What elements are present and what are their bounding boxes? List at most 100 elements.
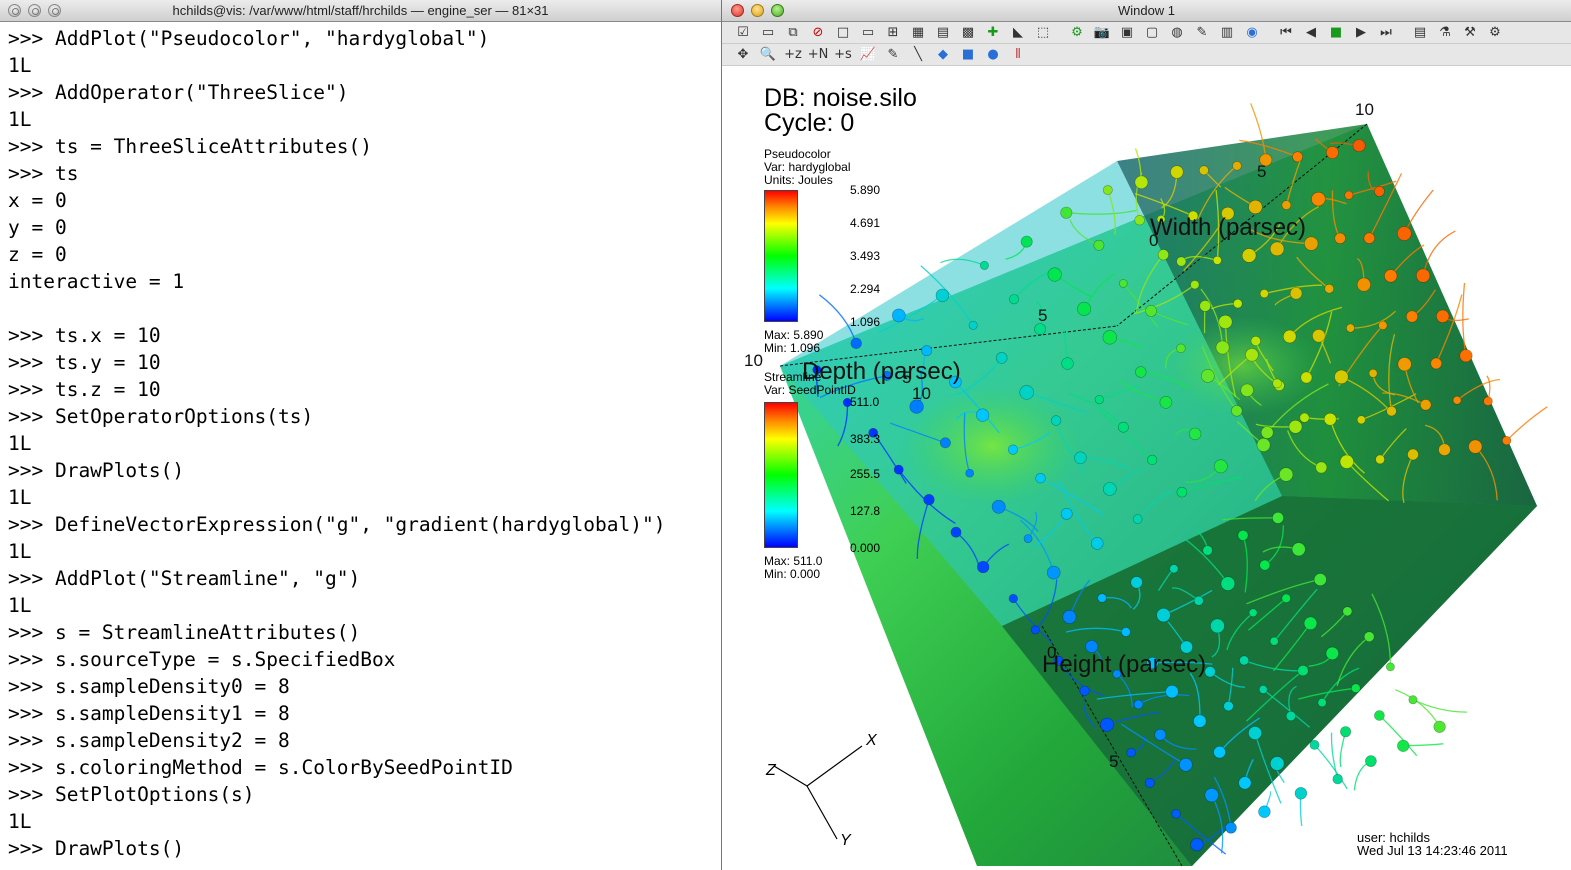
seed-point	[1094, 395, 1104, 405]
terminal-line: >>> ts	[8, 162, 79, 185]
zoom-icon[interactable]	[771, 4, 784, 17]
visualization-viewport[interactable]: DB: noise.silo Cycle: 0 Pseudocolor Var:…	[722, 66, 1571, 870]
streamline	[872, 432, 907, 484]
seed-point	[995, 352, 1008, 364]
active-window-icon[interactable]: ☑	[737, 25, 749, 40]
minimize-icon[interactable]	[28, 4, 41, 17]
plane-tool-icon[interactable]: ◆	[938, 47, 948, 62]
seed-point	[1363, 232, 1375, 244]
stop-icon[interactable]: ■	[1329, 25, 1343, 40]
print-icon[interactable]: ▢	[1145, 25, 1159, 40]
streamline	[1506, 406, 1548, 442]
streamline	[1329, 419, 1365, 474]
reverse-icon[interactable]: ◀	[1306, 25, 1316, 40]
line-tool-icon[interactable]: ╲	[914, 47, 922, 62]
triad-x-label: X	[866, 732, 877, 749]
axis-tick-label: 5	[1038, 306, 1048, 325]
streamline	[1069, 393, 1124, 428]
seed-point	[1468, 439, 1483, 454]
save-image-icon[interactable]: ▣	[1120, 25, 1134, 40]
options-icon[interactable]: ⚙	[1489, 25, 1501, 40]
close-icon[interactable]	[731, 4, 744, 17]
streamline	[1239, 139, 1298, 158]
seed-point	[1193, 714, 1207, 728]
seed-point	[1405, 310, 1418, 323]
axis-triad	[773, 745, 863, 840]
delete-window-icon[interactable]: ⊘	[812, 25, 824, 40]
curve-pick-icon[interactable]: 📈	[859, 47, 877, 62]
zone-pick-icon[interactable]: +z	[784, 47, 802, 62]
hotspot	[1162, 316, 1322, 416]
axis-tick-label: 10	[912, 384, 931, 403]
globe-icon[interactable]: ◉	[1246, 25, 1258, 40]
layout-2x4-icon[interactable]: ▤	[936, 25, 950, 40]
pick-icon[interactable]: ✎	[1196, 25, 1208, 40]
seed-point	[1130, 576, 1143, 589]
lock-view-icon[interactable]: ◣	[1013, 25, 1023, 40]
play-icon[interactable]: ▶	[1356, 25, 1366, 40]
zoom-icon[interactable]	[48, 4, 61, 17]
seed-point	[1291, 542, 1306, 557]
seed-point	[1248, 608, 1258, 618]
seed-point	[950, 526, 962, 538]
seed-point	[1288, 419, 1303, 434]
first-frame-icon[interactable]: ⏮	[1280, 25, 1292, 40]
layout-1x2-icon[interactable]: ▭	[861, 25, 875, 40]
terminal-line: >>> ts = ThreeSliceAttributes()	[8, 135, 372, 158]
terminal-line: >>> AddPlot("Pseudocolor", "hardyglobal"…	[8, 27, 490, 50]
seed-point	[1156, 607, 1171, 623]
axis-restriction-icon[interactable]: ⫴	[1015, 47, 1021, 62]
terminal-line: >>> s.sampleDensity2 = 8	[8, 729, 290, 752]
lineout-tool-icon[interactable]: ✎	[887, 47, 899, 62]
last-frame-icon[interactable]: ⏭	[1380, 25, 1392, 40]
terminal-line: 1L	[8, 540, 32, 563]
3d-visualization[interactable]	[722, 66, 1571, 870]
terminal-line: >>> s.sourceType = s.SpecifiedBox	[8, 648, 396, 671]
camera-icon[interactable]: 📷	[1093, 25, 1111, 40]
seed-point	[1210, 618, 1225, 634]
layout-2x2-icon[interactable]: ⊞	[887, 25, 899, 40]
spreadsheet-pick-icon[interactable]: +s	[834, 47, 852, 62]
node-pick-icon[interactable]: +N	[807, 47, 829, 62]
seed-point	[1090, 537, 1104, 550]
streamline	[1264, 284, 1323, 295]
tools-icon[interactable]: ⚒	[1464, 25, 1476, 40]
seed-point	[1378, 320, 1388, 330]
seed-point	[1133, 699, 1144, 710]
layout-2x3-icon[interactable]: ▦	[911, 25, 925, 40]
seed-point	[1199, 300, 1212, 312]
clear-window-icon[interactable]: □	[836, 25, 850, 40]
navigate-icon[interactable]: ✥	[737, 47, 749, 62]
height-axis-title: Height (parsec)	[1042, 651, 1207, 678]
seed-point	[1269, 756, 1285, 771]
streamline	[1099, 384, 1141, 401]
seed-point	[1178, 757, 1193, 772]
sphere-tool-icon[interactable]: ●	[987, 47, 999, 62]
lineout-icon[interactable]: ▥	[1220, 25, 1234, 40]
seed-point	[1407, 448, 1419, 461]
seed-point	[1334, 232, 1346, 245]
terminal-line: >>> s.coloringMethod = s.ColorBySeedPoin…	[8, 756, 513, 779]
spin-icon[interactable]: ✚	[987, 25, 999, 40]
undo-view-icon[interactable]: ⚙	[1071, 25, 1083, 40]
seed-point	[1397, 357, 1412, 372]
perspective-icon[interactable]: ⬚	[1036, 25, 1050, 40]
zoom-tool-icon[interactable]: 🔍	[759, 47, 777, 62]
streamline	[1201, 345, 1238, 412]
color-table-icon[interactable]: ▤	[1413, 25, 1427, 40]
seed-point	[1190, 280, 1200, 290]
copy-window-icon[interactable]: ⧉	[788, 25, 798, 40]
record-icon[interactable]: ◍	[1171, 25, 1183, 40]
terminal-line: >>> ts.x = 10	[8, 324, 161, 347]
seed-point	[1223, 700, 1234, 712]
terminal-line: >>> AddOperator("ThreeSlice")	[8, 81, 349, 104]
minimize-icon[interactable]	[751, 4, 764, 17]
terminal-line: interactive = 1	[8, 270, 185, 293]
terminal-output[interactable]: >>> AddPlot("Pseudocolor", "hardyglobal"…	[0, 22, 721, 862]
close-icon[interactable]	[8, 4, 21, 17]
engine-icon[interactable]: ⚗	[1439, 25, 1451, 40]
seed-point	[1312, 329, 1326, 343]
new-window-icon[interactable]: ▭	[761, 25, 775, 40]
box-tool-icon[interactable]: ■	[961, 47, 975, 62]
layout-3x3-icon[interactable]: ▩	[961, 25, 975, 40]
